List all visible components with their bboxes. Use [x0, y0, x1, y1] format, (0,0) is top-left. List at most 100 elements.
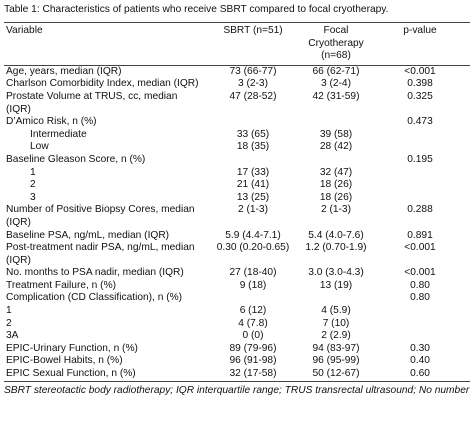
table-cell: 0.80	[410, 292, 430, 304]
table-cell: 32 (17-58)	[229, 368, 277, 380]
table-cell: 17 (33)	[236, 166, 270, 178]
row-label: EPIC-Bowel Habits, n (%)	[6, 355, 123, 367]
table-row: Number of Positive Biopsy Cores, median …	[4, 204, 470, 229]
table-row: EPIC-Urinary Function, n (%) 89 (79-96) 94…	[4, 343, 470, 356]
row-label: 1	[6, 305, 12, 317]
table-cell	[204, 154, 302, 167]
table-cell: 0.195	[407, 153, 433, 165]
table-cell: 27 (18-40)	[229, 267, 277, 279]
table-cell: <0.001	[404, 65, 436, 77]
table-row: 1 6 (12) 4 (5.9)	[4, 305, 470, 318]
table-body: Age, years, median (IQR) 73 (66-77) 66 (62…	[4, 65, 470, 382]
header-cell: Variable	[6, 25, 43, 36]
table-cell: 6 (12)	[239, 305, 267, 317]
table-document: Table 1: Characteristics of patients who…	[4, 4, 470, 396]
table-row: No. months to PSA nadir, median (IQR) 27 …	[4, 267, 470, 280]
table-cell: 4 (5.9)	[321, 305, 351, 317]
header-cell: Focal Cryotherapy (n=68)	[308, 25, 364, 62]
table-cell: 18 (26)	[319, 179, 353, 191]
table-cell: 96 (95-99)	[312, 355, 360, 367]
table-cell: 0.40	[410, 355, 430, 367]
table-cell	[302, 292, 370, 305]
data-table: Variable SBRT (n=51) Focal Cryotherapy (n=…	[4, 22, 470, 382]
table-row: 3 13 (25) 18 (26)	[4, 192, 470, 205]
table-cell: 28 (42)	[319, 141, 353, 153]
table-row: Charlson Comorbidity Index, median (IQR)…	[4, 78, 470, 91]
table-cell: 3 (2-4)	[320, 78, 351, 90]
table-cell	[370, 179, 470, 192]
table-cell: 0.60	[410, 368, 430, 380]
table-cell: 18 (35)	[236, 141, 270, 153]
row-label: No. months to PSA nadir, median (IQR)	[6, 267, 184, 279]
table-cell: 39 (58)	[319, 128, 353, 140]
row-label: D’Amico Risk, n (%)	[6, 116, 97, 128]
table-row: Prostate Volume at TRUS, cc, median (IQR…	[4, 91, 470, 116]
table-cell: 2 (1-3)	[237, 204, 268, 216]
table-cell: 42 (31-59)	[312, 90, 360, 102]
table-cell: 0.473	[407, 116, 433, 128]
row-label: 2	[6, 317, 12, 329]
table-row: 3A 0 (0) 2 (2.9)	[4, 330, 470, 343]
table-cell	[302, 116, 370, 129]
row-label: Prostate Volume at TRUS, cc, median (IQR…	[6, 90, 178, 115]
table-cell: 2 (1-3)	[320, 204, 351, 216]
row-label: Intermediate	[30, 128, 87, 140]
footnote: SBRT stereotactic body radiotherapy; IQR…	[4, 384, 470, 396]
table-cell: 13 (25)	[236, 191, 270, 203]
table-cell: 47 (28-52)	[229, 90, 277, 102]
table-cell	[302, 154, 370, 167]
table-cell: 96 (91-98)	[229, 355, 277, 367]
table-cell: 33 (65)	[236, 128, 270, 140]
table-row: D’Amico Risk, n (%) 0.473	[4, 116, 470, 129]
table-cell: 0.30	[410, 342, 430, 354]
table-row: Intermediate 33 (65) 39 (58)	[4, 129, 470, 142]
row-label: Baseline PSA, ng/mL, median (IQR)	[6, 229, 170, 241]
row-label: Post-treatment nadir PSA, ng/mL, median …	[6, 242, 195, 266]
table-cell: <0.001	[404, 267, 436, 279]
table-cell: 7 (10)	[322, 317, 350, 329]
table-cell: 73 (66-77)	[229, 65, 277, 77]
table-cell: 9 (18)	[239, 279, 267, 291]
row-label: Age, years, median (IQR)	[6, 65, 122, 77]
table-cell: 32 (47)	[319, 166, 353, 178]
table-cell: 0.30 (0.20-0.65)	[216, 242, 290, 254]
table-cell: 0 (0)	[242, 330, 264, 342]
table-cell: 94 (83-97)	[312, 342, 360, 354]
table-cell	[370, 192, 470, 205]
row-label: 3A	[6, 330, 19, 342]
table-cell: 50 (12-67)	[312, 368, 360, 380]
table-cell: 13 (19)	[319, 279, 353, 291]
table-cell	[370, 167, 470, 180]
row-label: EPIC-Urinary Function, n (%)	[6, 342, 138, 354]
row-label: Treatment Failure, n (%)	[6, 279, 117, 291]
table-row: Baseline PSA, ng/mL, median (IQR) 5.9 (4.…	[4, 230, 470, 243]
table-row: Post-treatment nadir PSA, ng/mL, median …	[4, 242, 470, 267]
row-label: Complication (CD Classification), n (%)	[6, 292, 183, 304]
table-cell: 4 (7.8)	[238, 317, 268, 329]
header-row: Variable SBRT (n=51) Focal Cryotherapy (n=…	[4, 22, 470, 66]
table-cell: 89 (79-96)	[229, 342, 277, 354]
table-cell	[370, 330, 470, 343]
row-label: Charlson Comorbidity Index, median (IQR)	[6, 78, 199, 90]
table-row: Baseline Gleason Score, n (%) 0.195	[4, 154, 470, 167]
table-row: 1 17 (33) 32 (47)	[4, 167, 470, 180]
table-header: Variable SBRT (n=51) Focal Cryotherapy (n=…	[4, 22, 470, 66]
row-label: EPIC Sexual Function, n (%)	[6, 368, 136, 380]
table-cell: 66 (62-71)	[312, 65, 360, 77]
table-cell	[204, 116, 302, 129]
row-label: Number of Positive Biopsy Cores, median …	[6, 204, 195, 228]
table-cell: 21 (41)	[236, 179, 270, 191]
table-cell	[204, 292, 302, 305]
table-row: Age, years, median (IQR) 73 (66-77) 66 (62…	[4, 65, 470, 78]
table-cell: 3 (2-3)	[237, 78, 268, 90]
header-cell: SBRT (n=51)	[223, 25, 283, 36]
table-cell: 0.288	[407, 204, 433, 216]
table-row: Complication (CD Classification), n (%) 0…	[4, 292, 470, 305]
row-label: 1	[30, 166, 36, 178]
table-cell: 2 (2.9)	[321, 330, 351, 342]
table-cell: 0.325	[407, 90, 433, 102]
table-cell: 1.2 (0.70-1.9)	[305, 242, 367, 254]
table-row: EPIC-Bowel Habits, n (%) 96 (91-98) 96 (95…	[4, 355, 470, 368]
table-cell: 5.9 (4.4-7.1)	[225, 229, 281, 241]
row-label: 3	[30, 191, 36, 203]
